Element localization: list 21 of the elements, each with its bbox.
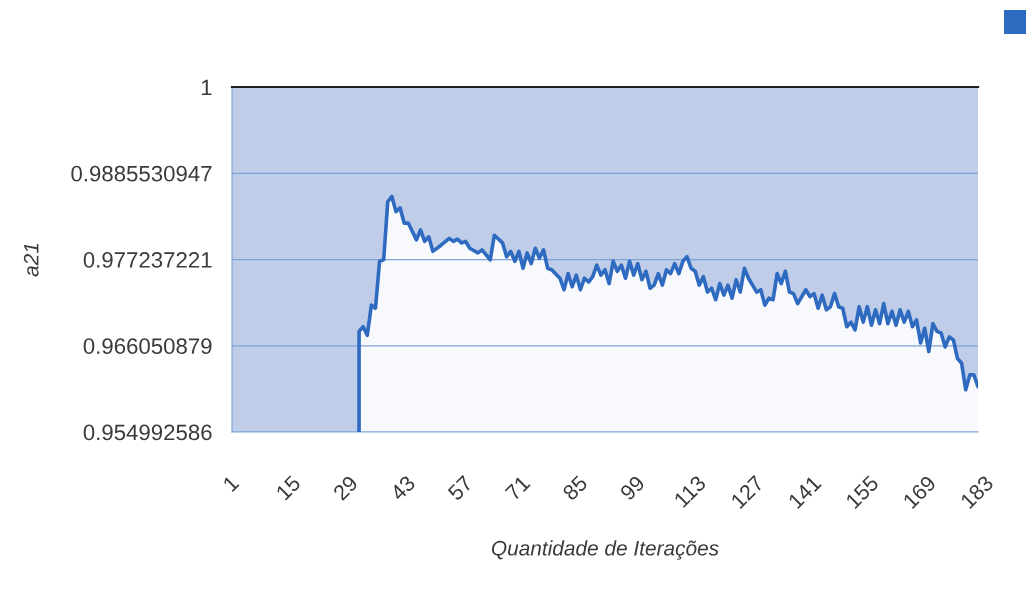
x-tick-label: 71 (504, 474, 531, 501)
y-axis-title: a21 (23, 243, 39, 277)
x-tick-label: 1 (222, 474, 240, 492)
y-tick-label: 1 (201, 79, 212, 96)
x-tick-label: 183 (959, 474, 995, 510)
x-tick-label: 29 (332, 474, 359, 502)
x-tick-label: 127 (730, 474, 765, 509)
x-tick-label: 57 (447, 474, 474, 502)
y-tick-label: 0.9885530947 (71, 165, 212, 182)
x-tick-label: 43 (389, 474, 417, 502)
x-tick-label: 141 (787, 474, 822, 509)
x-tick-label: 155 (845, 474, 880, 510)
y-tick-label: 0.966050879 (83, 338, 212, 355)
y-tick-label: 0.977237221 (83, 252, 212, 268)
y-tick-label: 0.954992586 (83, 424, 212, 441)
x-tick-label: 85 (561, 474, 589, 502)
x-tick-label: 113 (673, 474, 707, 508)
x-tick-label: 15 (275, 474, 302, 501)
x-tick-label: 99 (619, 474, 646, 502)
x-axis-title: Quantidade de Iterações (491, 540, 719, 560)
x-tick-label: 169 (902, 474, 937, 510)
